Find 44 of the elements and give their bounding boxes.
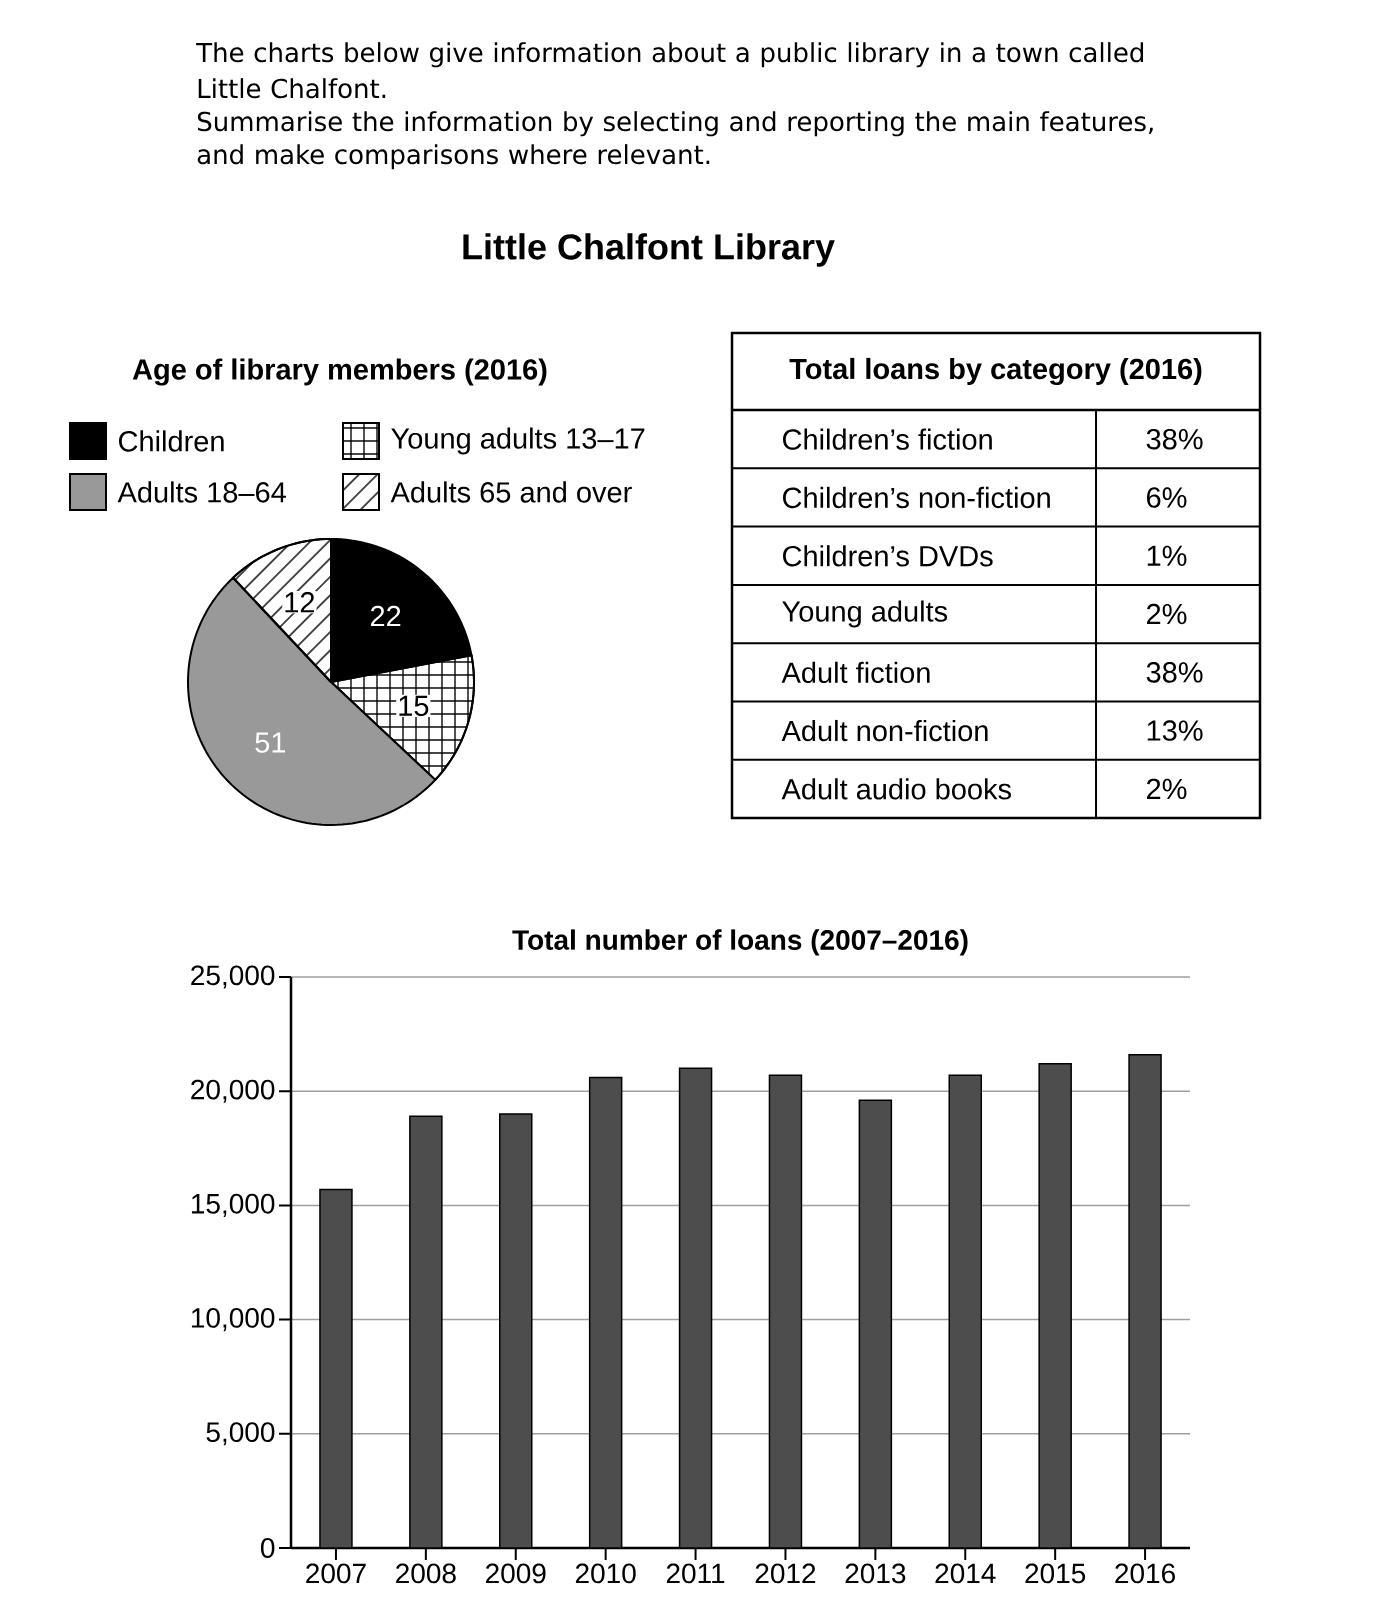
x-tick-label: 2012 [755,1563,816,1584]
category-label: Children’s non-fiction [783,486,1050,509]
legend-label: Children [119,430,224,452]
y-tick-label: 5,000 [206,1422,275,1446]
data-label: 12 [285,592,315,613]
x-tick-label: 2007 [306,1563,366,1584]
x-tick-label: 2008 [396,1563,456,1584]
text: 38% [1146,662,1203,683]
y-tick-label: 20,000 [191,1079,275,1103]
category-label: Children’s DVDs [783,545,993,567]
y-tick-label: 10,000 [191,1308,275,1332]
category-label: Adult fiction [781,661,930,684]
data-label: 15 [399,695,429,716]
x-tick-label: 2010 [575,1563,636,1584]
legend-label: Adults 18–64 [117,481,286,503]
x-tick-label: 2013 [845,1563,906,1584]
y-tick-label: 0 [260,1538,275,1558]
data-label: 22 [370,605,401,627]
category-label: Children’s fiction [783,428,992,450]
category-label: Adult audio books [781,778,1011,800]
x-tick-label: 2016 [1115,1563,1175,1584]
x-tick-label: 2015 [1025,1563,1086,1584]
text: 6% [1147,487,1187,508]
category-label: Young adults [782,600,948,628]
text: 38% [1146,428,1203,450]
text: 1% [1147,545,1187,566]
text: Total loans by category (2016) [789,357,1202,386]
data-label: 51 [255,732,286,753]
text: The charts below give information about a public library in a town called Little Chalfont. [196,42,1144,99]
category-label: Adult non-fiction [781,719,988,742]
y-tick-label: 25,000 [191,965,275,989]
text: Summarise the information by selecting and reporting the main features, and make comparisons where relevant. [197,111,1153,170]
x-tick-label: 2014 [935,1563,996,1584]
x-tick-label: 2011 [666,1563,725,1584]
chart-title: Age of library members (2016) [132,358,547,386]
chart-title: Total number of loans (2007–2016) [512,929,968,956]
text: 2% [1147,778,1187,800]
text: 13% [1147,720,1203,741]
text: Little Chalfont Library [463,233,835,267]
text: 2% [1147,603,1187,625]
y-tick-label: 15,000 [191,1193,275,1217]
legend-label: Adults 65 and over [390,481,632,503]
legend-label: Young adults 13–17 [391,427,645,455]
x-tick-label: 2009 [486,1563,546,1584]
